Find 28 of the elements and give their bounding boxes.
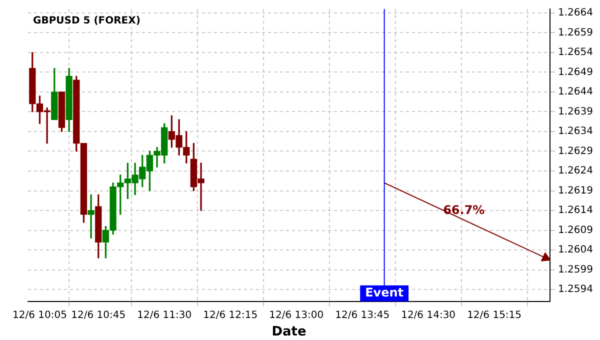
x-tick-label: 12/6 11:30: [137, 310, 192, 321]
y-tick-label: 1.2619: [558, 185, 594, 196]
y-tick-label: 1.2634: [558, 126, 594, 138]
y-tick-label: 1.2594: [558, 284, 594, 296]
y-tick-label: 1.2654: [558, 47, 594, 58]
y-tick-label: 1.2599: [558, 264, 594, 276]
y-tick-label: 1.2609: [558, 224, 594, 236]
y-tick-label: 1.2644: [558, 86, 594, 98]
y-tick-label: 1.2659: [558, 27, 594, 38]
y-tick-label: 1.2639: [558, 106, 594, 118]
x-tick-label: 12/6 12:15: [203, 310, 258, 321]
y-tick-label: 1.2604: [558, 244, 594, 256]
annotation: 66.7%: [443, 202, 485, 217]
x-tick-label: 12/6 13:45: [335, 310, 390, 321]
x-tick-label: 12/6 10:45: [71, 310, 126, 321]
y-tick-label: 1.2614: [558, 205, 594, 216]
y-tick-label: 1.2649: [558, 66, 594, 78]
x-tick-label: 12/6 10:05: [12, 310, 67, 321]
x-tick-label: 12/6 15:15: [467, 310, 522, 321]
x-tick-label: 12/6 13:00: [269, 310, 324, 321]
y-tick-label: 1.2664: [558, 8, 594, 19]
candlestick: [88, 194, 94, 239]
y-tick-label: 1.2624: [558, 166, 594, 177]
text: GBPUSD 5 (FOREX): [33, 16, 140, 27]
y-tick-label: 1.2629: [558, 146, 594, 157]
x-tick-label: 12/6 14:30: [401, 310, 456, 321]
x-axis-title: Date: [272, 324, 306, 340]
ref-line-label: Event: [365, 286, 404, 300]
